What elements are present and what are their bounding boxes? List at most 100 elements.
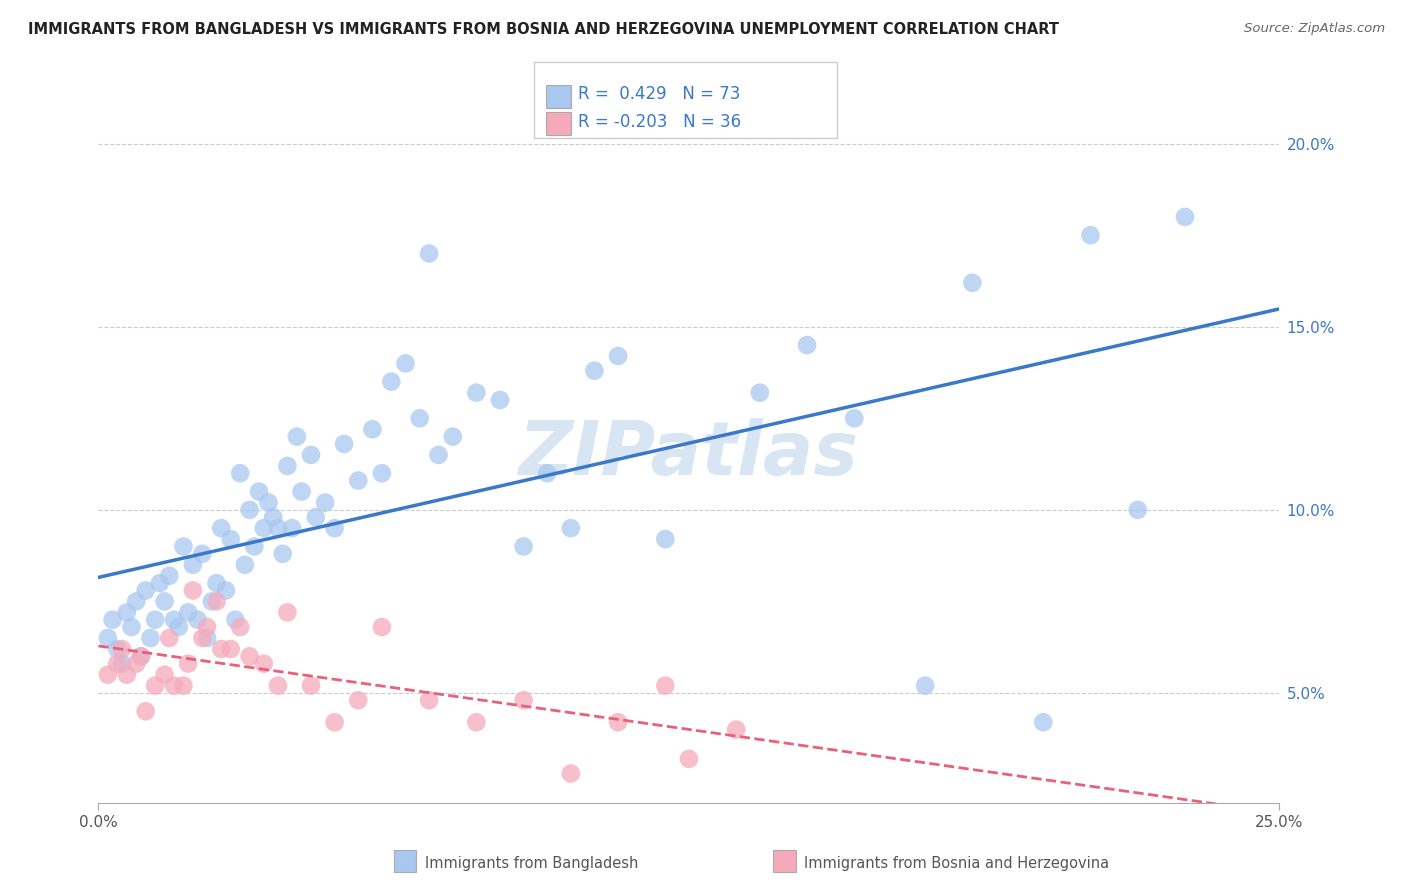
Point [654,532,676,546]
Point [253,521,276,535]
Point [512,540,534,554]
Point [257,495,280,509]
Point [465,715,488,730]
Point [157,631,180,645]
Point [371,467,394,481]
Point [290,484,312,499]
Point [347,474,370,488]
Point [844,411,866,425]
Point [177,606,200,620]
Point [247,484,270,499]
Point [219,642,242,657]
Point [172,540,194,554]
Point [418,246,440,260]
Point [560,521,582,535]
Point [101,613,124,627]
Point [333,437,356,451]
Point [796,338,818,352]
Point [262,510,284,524]
Text: Immigrants from Bosnia and Herzegovina: Immigrants from Bosnia and Herzegovina [804,856,1109,871]
Point [172,679,194,693]
Text: Immigrants from Bangladesh: Immigrants from Bangladesh [425,856,638,871]
Point [181,583,204,598]
Point [299,448,322,462]
Point [105,642,128,657]
Point [725,723,748,737]
Point [394,356,416,370]
Point [209,642,232,657]
Text: R =  0.429   N = 73: R = 0.429 N = 73 [578,86,740,103]
Point [125,594,148,608]
Point [115,606,138,620]
Point [125,657,148,671]
Point [314,495,336,509]
Point [607,349,630,363]
Point [105,657,128,671]
Point [163,679,186,693]
Point [167,620,190,634]
Point [97,631,120,645]
Point [323,521,346,535]
Text: Source: ZipAtlas.com: Source: ZipAtlas.com [1244,22,1385,36]
Point [560,766,582,780]
Point [371,620,394,634]
Point [177,657,200,671]
Point [233,558,256,572]
Point [205,576,228,591]
Point [121,620,143,634]
Point [489,392,512,407]
Point [163,613,186,627]
Point [187,613,209,627]
Point [536,467,558,481]
Point [427,448,450,462]
Point [195,631,218,645]
Point [153,667,176,681]
Point [209,521,232,535]
Point [111,642,134,657]
Point [243,540,266,554]
Point [418,693,440,707]
Point [1080,228,1102,243]
Point [748,385,770,400]
Point [239,503,262,517]
Point [111,657,134,671]
Point [143,679,166,693]
Point [267,679,290,693]
Point [129,649,152,664]
Point [267,521,290,535]
Point [143,613,166,627]
Point [181,558,204,572]
Point [962,276,984,290]
Point [276,458,298,473]
Point [607,715,630,730]
Point [157,568,180,582]
Point [914,679,936,693]
Point [305,510,328,524]
Point [361,422,384,436]
Point [1032,715,1054,730]
Point [512,693,534,707]
Point [299,679,322,693]
Text: IMMIGRANTS FROM BANGLADESH VS IMMIGRANTS FROM BOSNIA AND HERZEGOVINA UNEMPLOYMEN: IMMIGRANTS FROM BANGLADESH VS IMMIGRANTS… [28,22,1059,37]
Point [678,752,700,766]
Point [380,375,402,389]
Point [205,594,228,608]
Point [149,576,172,591]
Point [441,429,464,443]
Point [229,620,252,634]
Point [347,693,370,707]
Point [215,583,238,598]
Point [1126,503,1149,517]
Point [201,594,224,608]
Text: R = -0.203   N = 36: R = -0.203 N = 36 [578,112,741,130]
Point [135,583,157,598]
Point [1174,210,1197,224]
Point [191,547,214,561]
Point [195,620,218,634]
Point [191,631,214,645]
Text: ZIPatlas: ZIPatlas [519,418,859,491]
Point [281,521,304,535]
Point [129,649,152,664]
Point [135,704,157,718]
Point [323,715,346,730]
